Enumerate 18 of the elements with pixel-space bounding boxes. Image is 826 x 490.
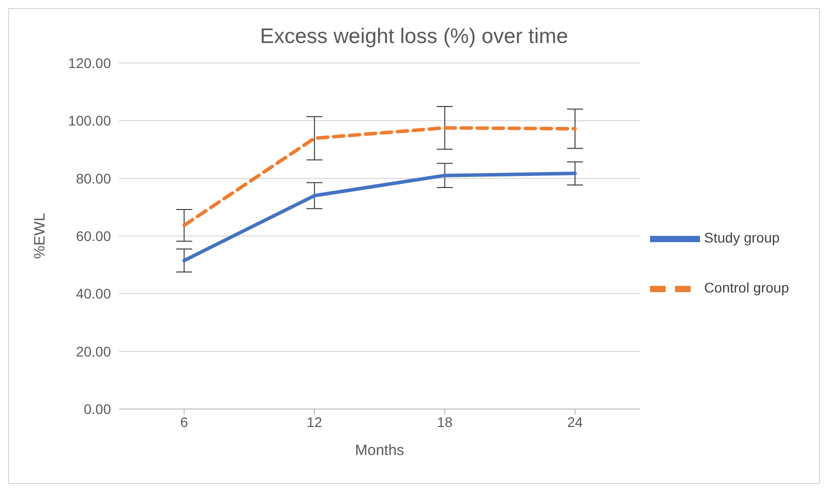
y-tick-label: 100.00 [68, 112, 112, 129]
chart-title: Excess weight loss (%) over time [258, 25, 570, 49]
legend-label: Control group [704, 280, 789, 296]
x-tick-label: 12 [306, 414, 322, 430]
line-series [182, 126, 577, 228]
y-tick-label: 40.00 [76, 286, 112, 302]
y-tick-label: 60.00 [76, 228, 112, 244]
y-tick-label: 20.00 [76, 343, 112, 360]
y-tick-label: 80.00 [76, 170, 112, 186]
y-tick-label: 120.00 [68, 54, 112, 71]
x-tick-label: 18 [436, 414, 453, 430]
line-series [182, 172, 577, 262]
x-tick-label: 6 [180, 414, 188, 430]
x-tick-label: 24 [567, 414, 584, 430]
y-axis-title: %EWL [31, 213, 48, 259]
y-tick-label: 0.00 [84, 400, 112, 417]
legend-label: Study group [704, 230, 780, 246]
x-axis-title: Months [354, 442, 404, 459]
